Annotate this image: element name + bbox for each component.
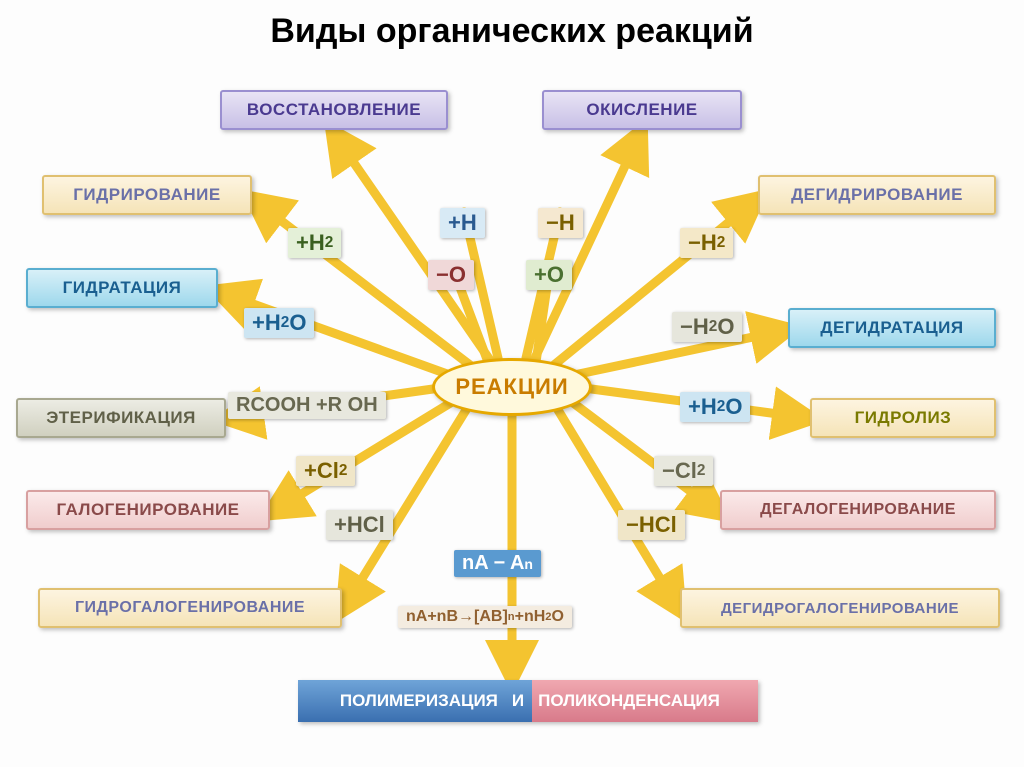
reaction-box-degidrirovanie: ДЕГИДРИРОВАНИЕ (758, 175, 996, 215)
formula-nA_An: nA − An (454, 550, 541, 577)
formula-minusCl2: −Cl2 (654, 456, 713, 486)
diagram-container: РЕАКЦИИ ВОССТАНОВЛЕНИЕ ОКИСЛЕНИЕ ГИДРИРОВА… (0, 60, 1024, 767)
reaction-box-eterifikaciya: ЭТЕРИФИКАЦИЯ (16, 398, 226, 438)
formula-minusHCl: −HCl (618, 510, 685, 540)
formula-plusH2O_left: +H2O (244, 308, 314, 338)
reaction-box-degalogenirovanie: ДЕГАЛОГЕНИРОВАНИЕ (720, 490, 996, 530)
reaction-box-degidrataciya: ДЕГИДРАТАЦИЯ (788, 308, 996, 348)
reaction-box-vosstanovlenie: ВОССТАНОВЛЕНИЕ (220, 90, 448, 130)
formula-minusH2O_right: −H2O (672, 312, 742, 342)
reaction-box-gidrataciya: ГИДРАТАЦИЯ (26, 268, 218, 308)
page-title: Виды органических реакций (0, 0, 1024, 51)
reaction-box-okislenie: ОКИСЛЕНИЕ (542, 90, 742, 130)
formula-minusH2_right: −H2 (680, 228, 733, 258)
bottom-pair: ПОЛИМЕРИЗАЦИЯИПОЛИКОНДЕНСАЦИЯ (298, 680, 758, 722)
reaction-box-gidrogalogenirovanie: ГИДРОГАЛОГЕНИРОВАНИЕ (38, 588, 342, 628)
formula-plusH2_left: +H2 (288, 228, 341, 258)
formula-rcooh: RCOOH +R OH (228, 392, 386, 419)
formula-plusH2O_right: +H2O (680, 392, 750, 422)
reaction-box-gidrirovanie: ГИДРИРОВАНИЕ (42, 175, 252, 215)
reaction-box-gidroliz: ГИДРОЛИЗ (810, 398, 996, 438)
formula-plusH: +H (440, 208, 485, 238)
center-node: РЕАКЦИИ (432, 358, 592, 416)
formula-plusO: +O (526, 260, 572, 290)
formula-plusCl2: +Cl2 (296, 456, 355, 486)
reaction-box-galogenirovanie: ГАЛОГЕНИРОВАНИЕ (26, 490, 270, 530)
conjunction: И (504, 680, 532, 722)
formula-minusO: −O (428, 260, 474, 290)
formula-nA_nB: nA+nB→[AB]n+nH2O (398, 606, 572, 628)
formula-plusHCl: +HCl (326, 510, 393, 540)
formula-minusH: −H (538, 208, 583, 238)
polymerization-box: ПОЛИМЕРИЗАЦИЯ (298, 680, 504, 722)
polycondensation-box: ПОЛИКОНДЕНСАЦИЯ (532, 680, 758, 722)
reaction-box-degidrogalogenirovanie: ДЕГИДРОГАЛОГЕНИРОВАНИЕ (680, 588, 1000, 628)
